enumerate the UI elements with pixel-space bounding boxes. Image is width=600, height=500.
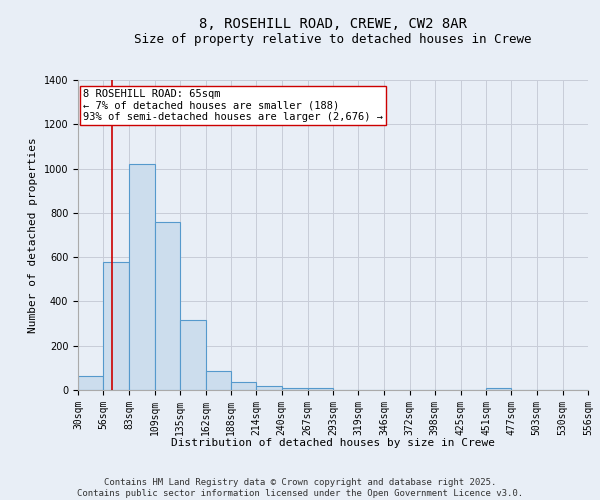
Text: Size of property relative to detached houses in Crewe: Size of property relative to detached ho… (134, 32, 532, 46)
Bar (256, 386, 281, 390)
Y-axis label: Number of detached properties: Number of detached properties (28, 137, 38, 333)
Bar (78, 376, 103, 390)
Bar (130, 164, 155, 390)
Bar (180, 320, 206, 390)
Bar (155, 222, 180, 390)
Bar (486, 388, 511, 390)
Bar (103, 262, 130, 390)
Bar (206, 370, 231, 390)
Text: Contains HM Land Registry data © Crown copyright and database right 2025.
Contai: Contains HM Land Registry data © Crown c… (77, 478, 523, 498)
Text: 8 ROSEHILL ROAD: 65sqm
← 7% of detached houses are smaller (188)
93% of semi-det: 8 ROSEHILL ROAD: 65sqm ← 7% of detached … (83, 89, 383, 122)
Bar (308, 388, 333, 390)
Text: 8, ROSEHILL ROAD, CREWE, CW2 8AR: 8, ROSEHILL ROAD, CREWE, CW2 8AR (199, 18, 467, 32)
Bar (231, 382, 256, 390)
Bar (281, 388, 308, 390)
X-axis label: Distribution of detached houses by size in Crewe: Distribution of detached houses by size … (171, 438, 495, 448)
